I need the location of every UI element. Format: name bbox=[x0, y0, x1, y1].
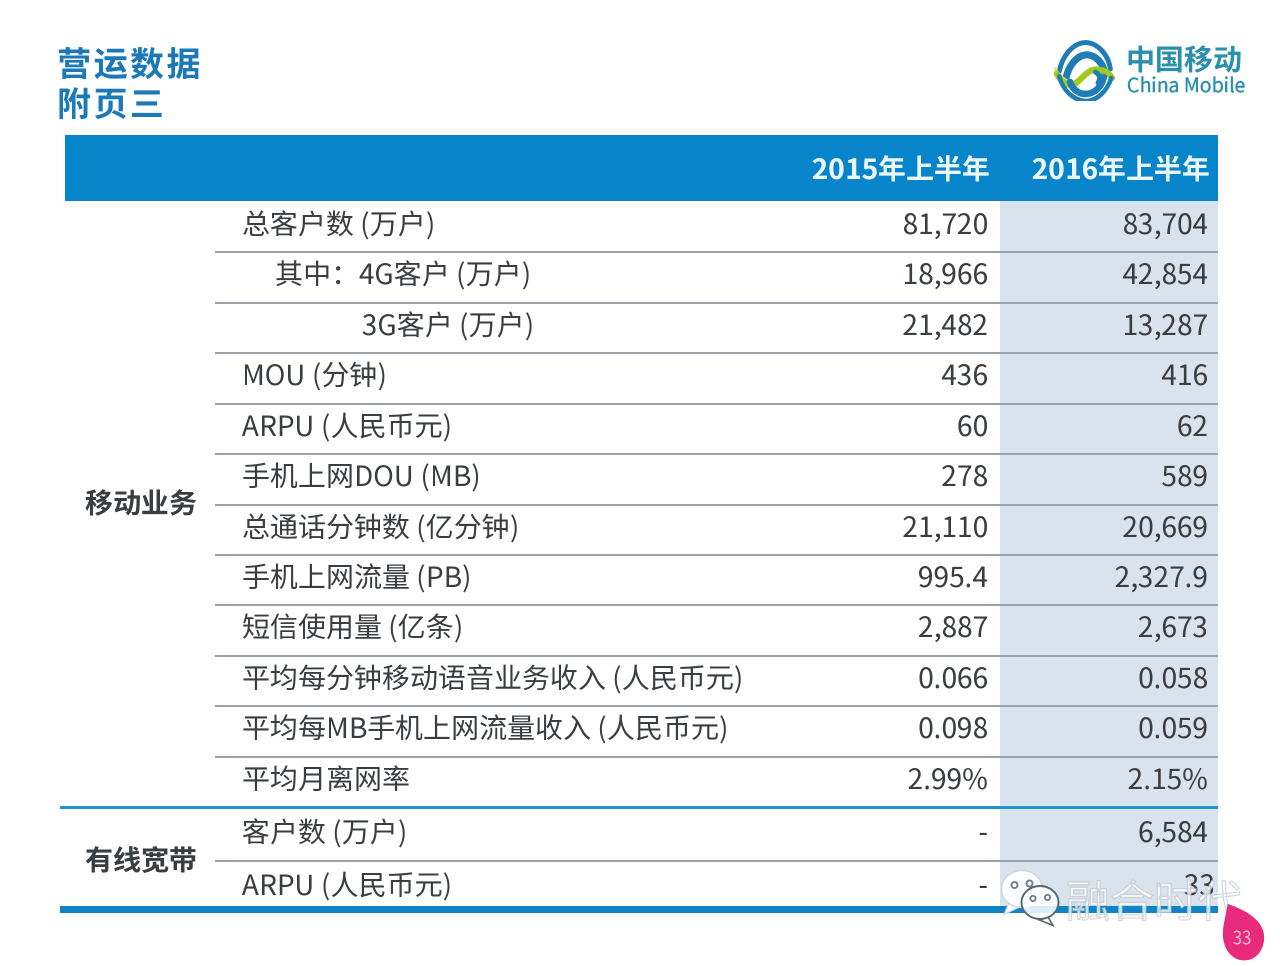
svg-text:33: 33 bbox=[1233, 923, 1252, 950]
